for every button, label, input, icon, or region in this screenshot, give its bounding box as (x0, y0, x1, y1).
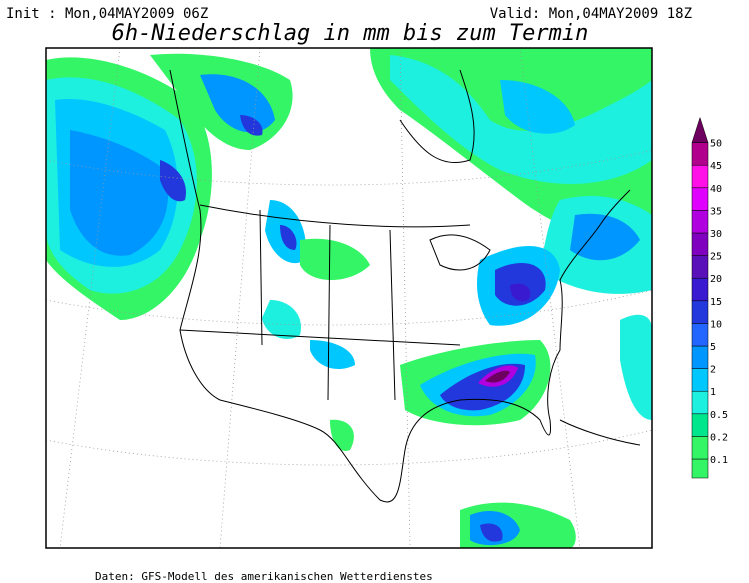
colorbar-label: 1 (710, 387, 716, 398)
colorbar-label: 50 (710, 139, 722, 150)
colorbar-band (691, 187, 709, 211)
init-label: Init : Mon,04MAY2009 06Z (6, 6, 208, 22)
valid-label: Valid: Mon,04MAY2009 18Z (490, 6, 692, 22)
colorbar-band (691, 277, 709, 302)
colorbar-band (691, 368, 709, 392)
colorbar-band (691, 255, 709, 279)
footer: Daten: GFS-Modell des amerikanischen Wet… (95, 570, 433, 583)
colorbar-band (691, 323, 709, 347)
colorbar-label: 25 (710, 252, 722, 263)
colorbar-label: 35 (710, 206, 722, 217)
colorbar-label: 15 (710, 297, 722, 308)
colorbar-arrow (691, 116, 709, 143)
colorbar-band (691, 413, 709, 437)
colorbar-label: 0.2 (710, 432, 728, 443)
precip-field (46, 48, 652, 548)
colorbar-label: 0.5 (710, 410, 728, 421)
colorbar-band (691, 345, 709, 369)
map-title: 6h-Niederschlag in mm bis zum Termin (112, 21, 589, 46)
colorbar-label: 30 (710, 229, 722, 240)
colorbar-label: 20 (710, 274, 722, 285)
colorbar-label: 40 (710, 184, 722, 195)
coastline (169, 69, 641, 503)
colorbar-band (691, 390, 709, 415)
colorbar-band (691, 210, 709, 234)
colorbar-band (691, 142, 709, 166)
colorbar-label: 0.1 (710, 455, 728, 466)
colorbar-label: 45 (710, 161, 722, 172)
map (45, 47, 653, 549)
colorbar-label: 5 (710, 342, 716, 353)
map-frame (45, 47, 653, 549)
graticule (46, 48, 652, 548)
colorbar-label: 2 (710, 365, 716, 376)
colorbar-band (691, 458, 709, 479)
colorbar-band (691, 164, 709, 189)
colorbar-band (691, 436, 709, 460)
colorbar-band (691, 232, 709, 256)
colorbar-label: 10 (710, 319, 722, 330)
colorbar-band (691, 300, 709, 324)
